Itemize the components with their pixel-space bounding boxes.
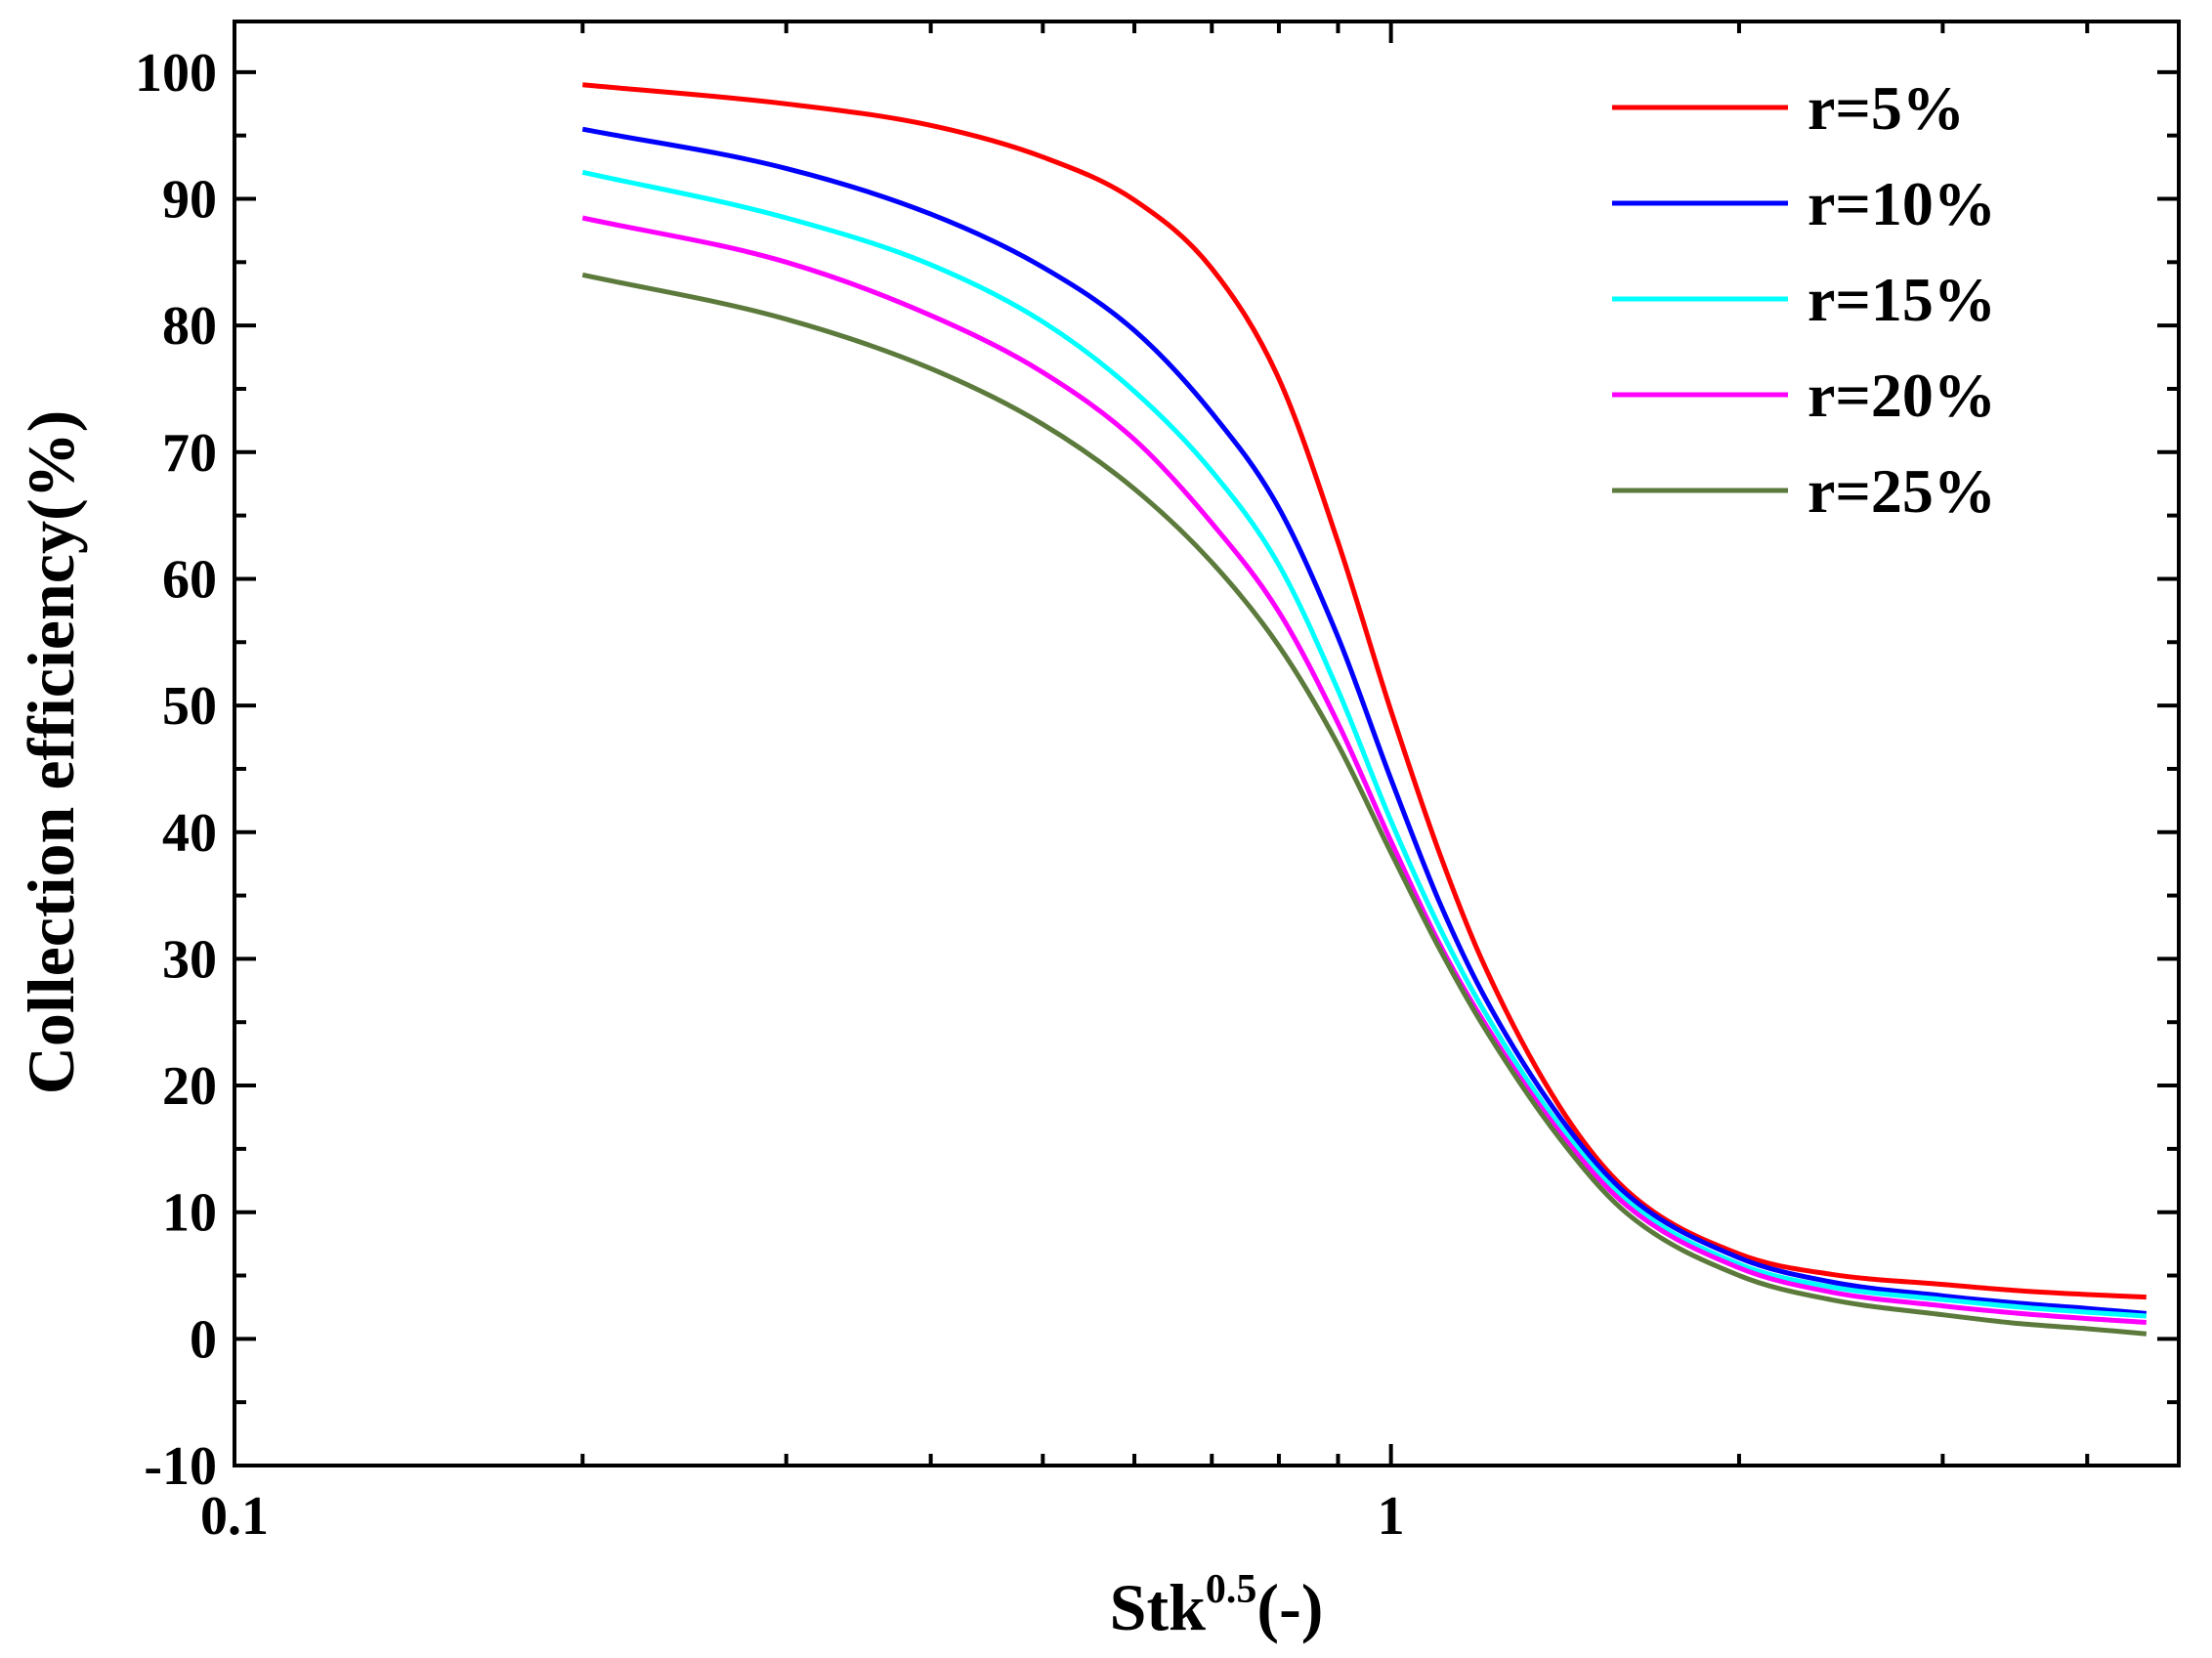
legend: r=5% r=10% r=15% r=20% r=25% [1612,73,1996,526]
legend-label-5: r=25% [1808,456,1996,526]
y-tick-label: 10 [162,1183,217,1244]
y-tick-label: 20 [162,1056,217,1117]
y-tick-label: 100 [135,43,217,104]
y-axis-title: Collection efficiency(%) [14,410,88,1095]
y-tick-label: 0 [190,1309,217,1370]
x-axis-title: Stk0.5(-) [1110,1567,1324,1644]
series-line-1 [582,82,2147,1300]
series-line-2 [581,126,2148,1316]
y-tick-label: 30 [162,929,217,990]
series-line-5 [581,272,2148,1337]
legend-label-3: r=15% [1808,265,1996,334]
series-layer [581,82,2148,1337]
y-tick-label: 90 [162,170,217,231]
y-tick-label: -10 [144,1436,217,1497]
x-tick-label: 0.1 [200,1486,269,1547]
y-tick-label: 70 [162,423,217,484]
y-tick-label: 80 [162,296,217,357]
plot-area [233,20,2181,1467]
x-axis-title-base: Stk [1110,1570,1206,1644]
x-axis-title-superscript: 0.5 [1206,1567,1257,1612]
x-tick-label: 1 [1378,1486,1405,1547]
legend-label-1: r=5% [1808,73,1965,143]
y-tick-label: 40 [162,803,217,864]
series-line-4 [581,215,2147,1325]
plot-frame [233,20,2181,1467]
legend-label-2: r=10% [1808,169,1996,238]
y-tick-label: 60 [162,549,217,610]
series-line-3 [581,169,2147,1319]
y-tick-label: 50 [162,676,217,737]
axes-layer: -10 0 10 20 30 40 50 60 70 80 90 100 0.1 1 [135,21,2179,1547]
legend-label-4: r=20% [1808,361,1996,430]
x-axis-title-suffix: (-) [1256,1570,1323,1644]
